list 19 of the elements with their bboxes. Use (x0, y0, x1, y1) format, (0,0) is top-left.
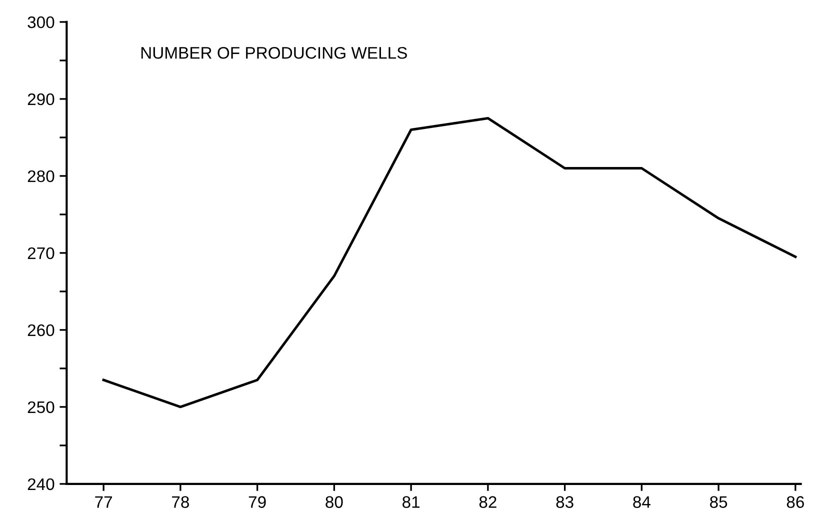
x-tick-label: 83 (556, 496, 574, 508)
x-tick-label: 85 (710, 496, 728, 508)
x-tick-label: 81 (402, 496, 420, 508)
y-tick-label: 250 (28, 401, 54, 414)
text: NUMBER OF PRODUCING WELLS (141, 46, 407, 59)
y-tick-label: 270 (28, 247, 54, 260)
x-tick-label: 79 (248, 496, 266, 508)
y-tick-label: 290 (28, 93, 54, 106)
x-tick-label: 78 (172, 496, 189, 508)
x-tick-label: 77 (95, 496, 112, 508)
x-tick-label: 86 (786, 496, 804, 508)
x-tick-label: 80 (326, 496, 343, 508)
y-tick-label: 240 (28, 478, 54, 490)
y-tick-label: 260 (28, 324, 54, 336)
x-tick-label: 82 (479, 496, 496, 508)
y-tick-label: 300 (28, 16, 54, 28)
line-series (102, 116, 797, 408)
y-tick-label: 280 (28, 170, 54, 182)
x-tick-label: 84 (633, 496, 650, 508)
